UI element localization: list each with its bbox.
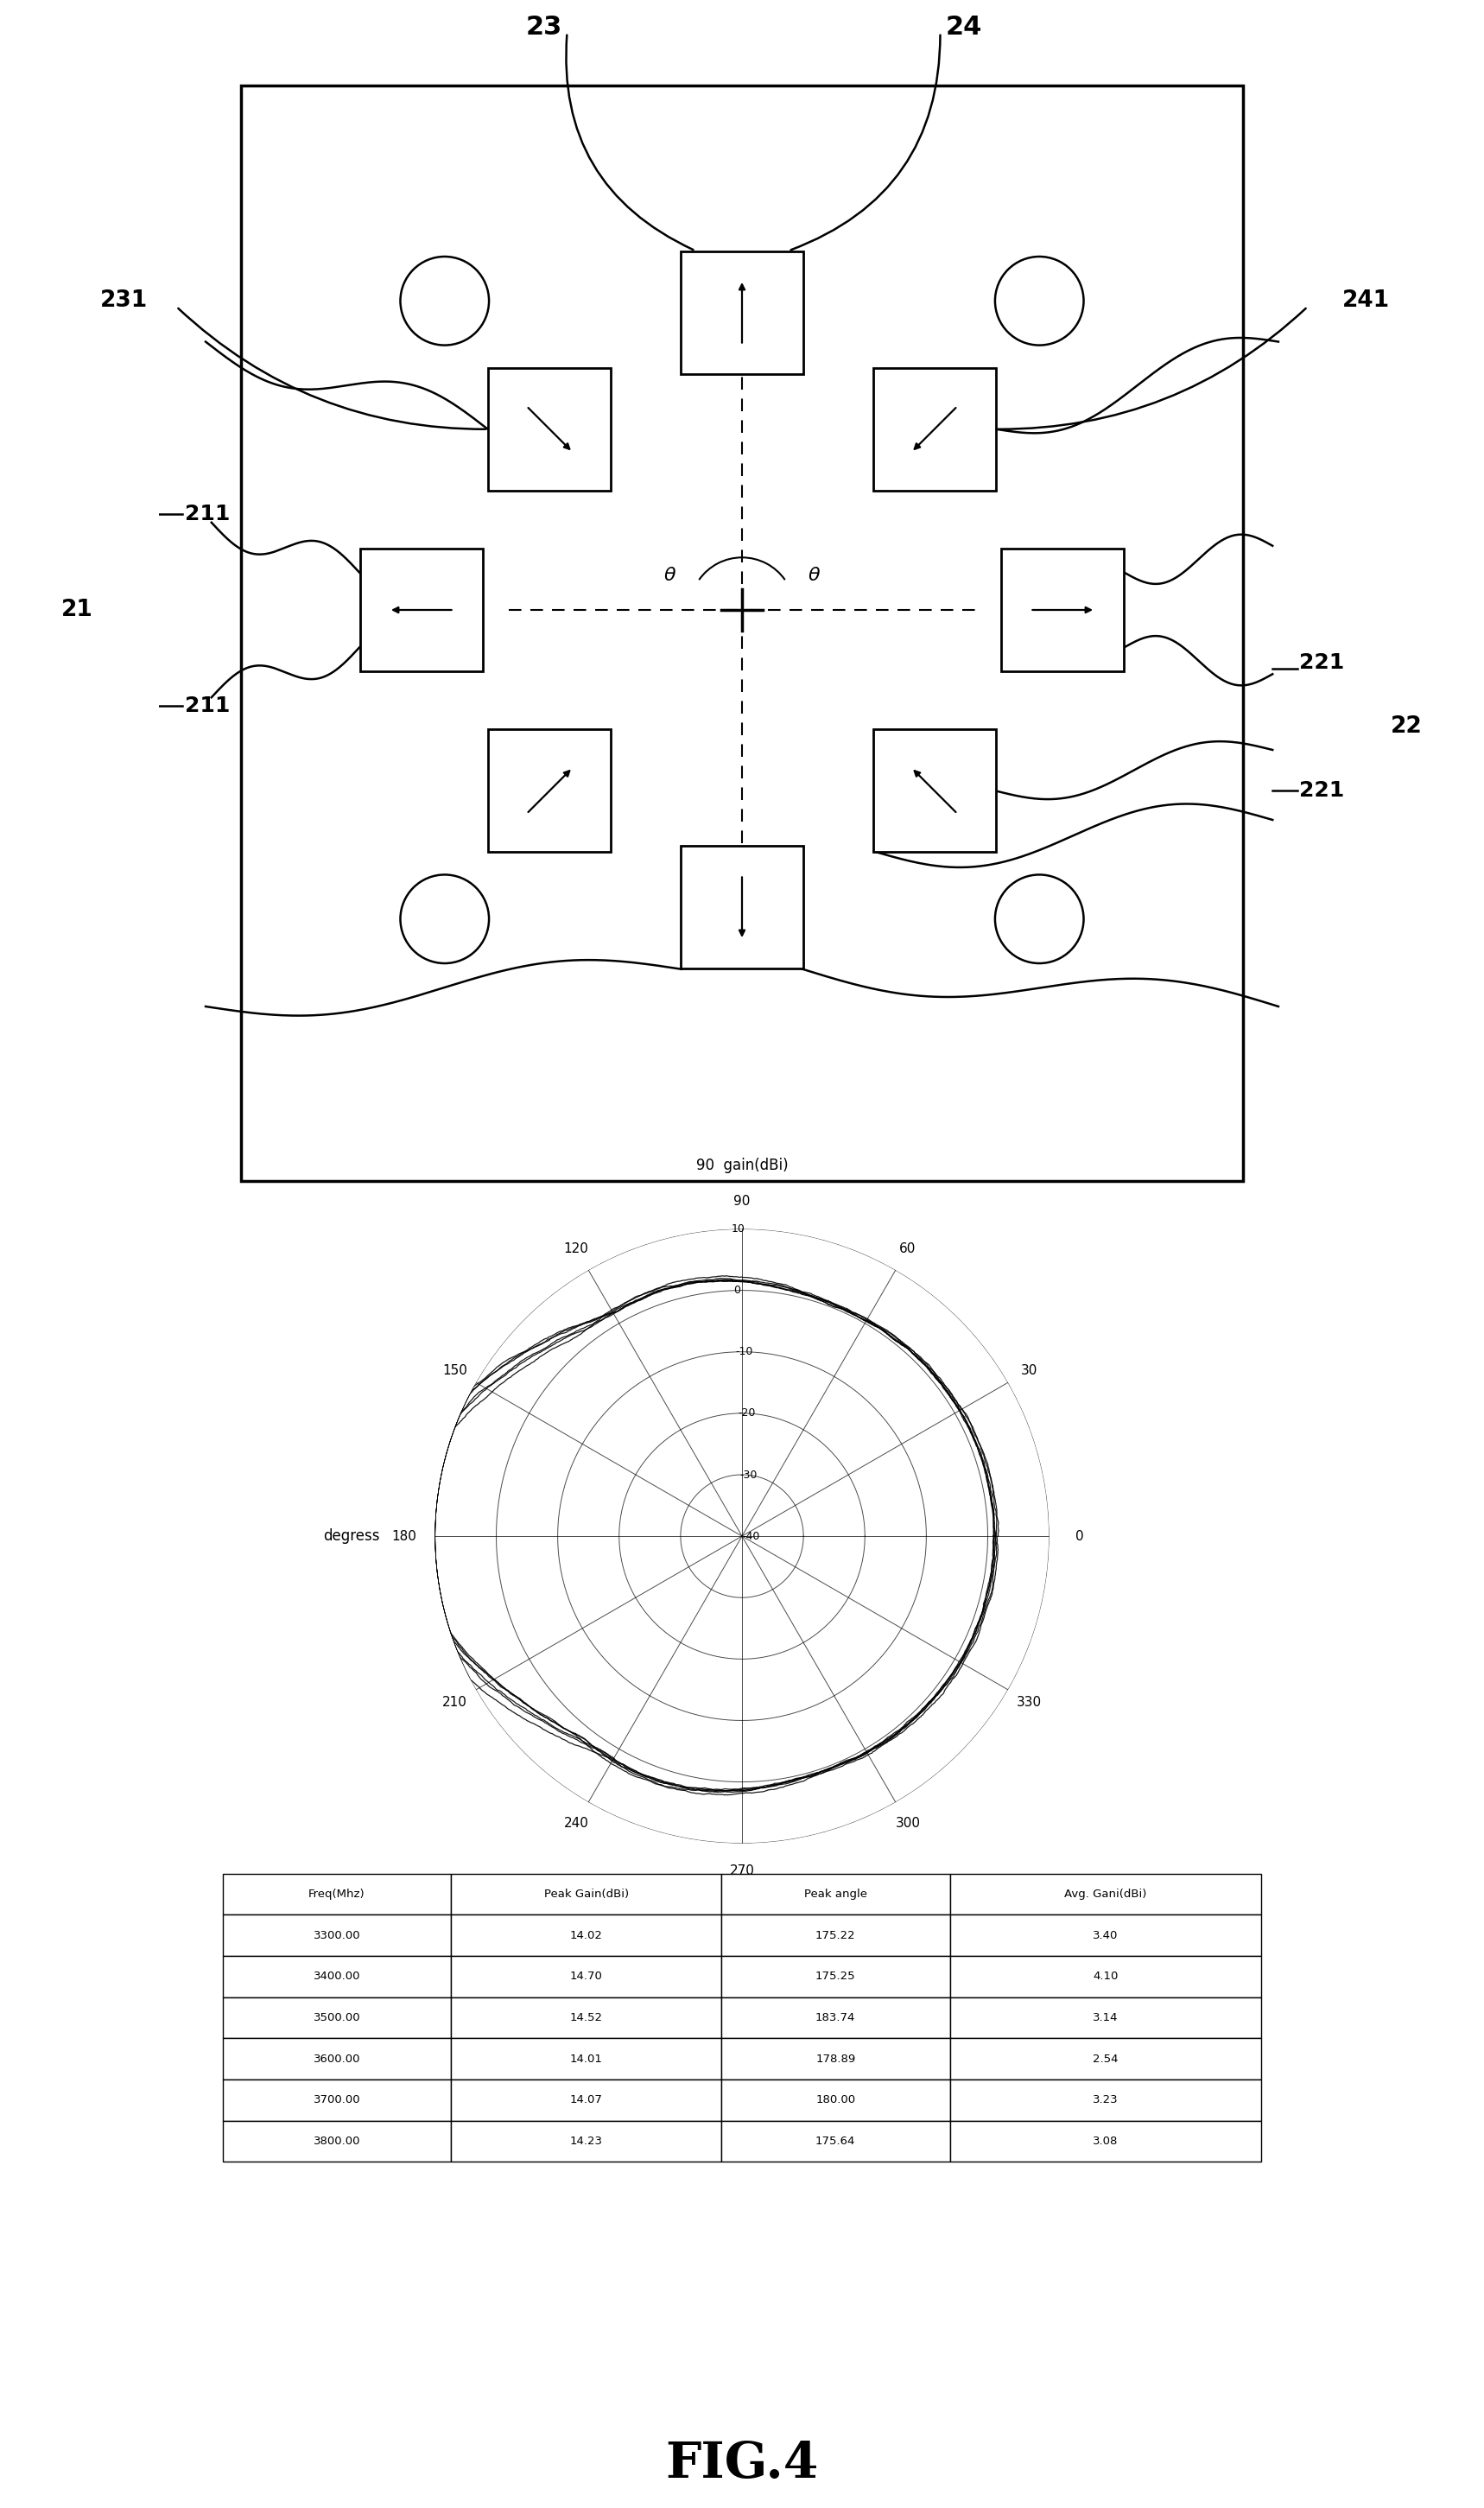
Text: 211: 211	[184, 504, 230, 524]
Bar	[488, 369, 611, 492]
Text: 2.54: 2.54	[1092, 2054, 1119, 2064]
Bar	[950, 2039, 1261, 2079]
Text: 211: 211	[184, 695, 230, 715]
Text: 180.00: 180.00	[816, 2094, 855, 2107]
Text: 240: 240	[564, 1816, 589, 1831]
Bar	[240, 85, 1244, 1181]
Text: Peak Gain(dBi): Peak Gain(dBi)	[543, 1889, 629, 1899]
Bar	[950, 2079, 1261, 2122]
Bar	[721, 1996, 950, 2039]
Bar	[223, 1996, 451, 2039]
Text: 3.40: 3.40	[1092, 1929, 1119, 1941]
Text: 3.23: 3.23	[1092, 2094, 1119, 2107]
Text: FIG.3: FIG.3	[669, 1274, 815, 1322]
Bar	[223, 2039, 451, 2079]
Text: 330: 330	[1017, 1695, 1042, 1708]
Bar	[451, 2122, 721, 2162]
Bar	[451, 1873, 721, 1914]
Text: 24: 24	[945, 15, 982, 40]
Text: 14.70: 14.70	[570, 1971, 603, 1981]
Text: 60: 60	[899, 1241, 916, 1257]
Text: -20: -20	[738, 1407, 755, 1420]
Text: 22: 22	[1391, 715, 1423, 737]
Text: Peak angle: Peak angle	[804, 1889, 867, 1899]
Bar	[1002, 549, 1123, 672]
Bar	[950, 1996, 1261, 2039]
Text: Avg. Gani(dBi): Avg. Gani(dBi)	[1064, 1889, 1147, 1899]
Text: 300: 300	[895, 1816, 920, 1831]
Bar	[223, 2122, 451, 2162]
Bar	[681, 251, 803, 374]
Bar	[873, 730, 996, 853]
Text: 183.74: 183.74	[816, 2011, 855, 2024]
Bar	[223, 2079, 451, 2122]
Text: 14.02: 14.02	[570, 1929, 603, 1941]
Text: -40: -40	[742, 1530, 760, 1542]
Bar	[950, 2122, 1261, 2162]
Text: 14.01: 14.01	[570, 2054, 603, 2064]
Text: 150: 150	[442, 1364, 467, 1377]
Bar	[950, 1956, 1261, 1996]
Text: Freq(Mhz): Freq(Mhz)	[309, 1889, 365, 1899]
Bar	[721, 1956, 950, 1996]
Bar	[950, 1914, 1261, 1956]
Text: 221: 221	[1300, 652, 1345, 672]
Bar	[451, 1996, 721, 2039]
Bar	[223, 1914, 451, 1956]
Text: degress: degress	[324, 1527, 380, 1545]
Text: 3700.00: 3700.00	[313, 2094, 361, 2107]
Text: 120: 120	[564, 1241, 589, 1257]
Text: 90: 90	[733, 1194, 751, 1209]
Text: 178.89: 178.89	[816, 2054, 855, 2064]
Text: 175.25: 175.25	[815, 1971, 856, 1981]
Bar	[451, 2079, 721, 2122]
Bar	[361, 549, 482, 672]
Bar	[488, 730, 611, 853]
Bar	[223, 1873, 451, 1914]
Text: 23: 23	[525, 15, 562, 40]
Text: 14.07: 14.07	[570, 2094, 603, 2107]
Text: FIG.4: FIG.4	[665, 2440, 819, 2488]
Text: $\theta$: $\theta$	[663, 567, 677, 584]
Text: 210: 210	[442, 1695, 467, 1708]
Text: 270: 270	[730, 1863, 754, 1878]
Bar	[451, 1914, 721, 1956]
Text: 90  gain(dBi): 90 gain(dBi)	[696, 1159, 788, 1174]
Text: 30: 30	[1021, 1364, 1037, 1377]
Text: 180: 180	[392, 1530, 417, 1542]
Text: 14.23: 14.23	[570, 2137, 603, 2147]
Bar	[681, 845, 803, 968]
Text: 4.10: 4.10	[1092, 1971, 1119, 1981]
Text: 0: 0	[1076, 1530, 1083, 1542]
Text: 3400.00: 3400.00	[313, 1971, 361, 1981]
Text: 221: 221	[1300, 780, 1345, 800]
Text: 241: 241	[1342, 288, 1389, 311]
Bar	[223, 1956, 451, 1996]
Text: 10: 10	[732, 1224, 745, 1234]
Bar	[950, 1873, 1261, 1914]
Bar	[451, 2039, 721, 2079]
Bar	[873, 369, 996, 492]
Text: 3.14: 3.14	[1092, 2011, 1119, 2024]
Text: 231: 231	[99, 288, 148, 311]
Bar	[721, 1873, 950, 1914]
Text: -30: -30	[741, 1470, 757, 1480]
Text: $\theta$: $\theta$	[807, 567, 821, 584]
Text: 175.22: 175.22	[815, 1929, 856, 1941]
Text: 3600.00: 3600.00	[313, 2054, 361, 2064]
Text: 14.52: 14.52	[570, 2011, 603, 2024]
Text: 21: 21	[61, 599, 93, 622]
Bar	[721, 2122, 950, 2162]
Bar	[721, 2079, 950, 2122]
Text: 3300.00: 3300.00	[313, 1929, 361, 1941]
Bar	[721, 2039, 950, 2079]
Text: 3.08: 3.08	[1092, 2137, 1119, 2147]
Text: 3500.00: 3500.00	[313, 2011, 361, 2024]
Bar	[721, 1914, 950, 1956]
Bar	[451, 1956, 721, 1996]
Text: 0: 0	[733, 1284, 741, 1297]
Text: 175.64: 175.64	[816, 2137, 855, 2147]
Text: -10: -10	[736, 1347, 754, 1357]
Text: 3800.00: 3800.00	[313, 2137, 361, 2147]
